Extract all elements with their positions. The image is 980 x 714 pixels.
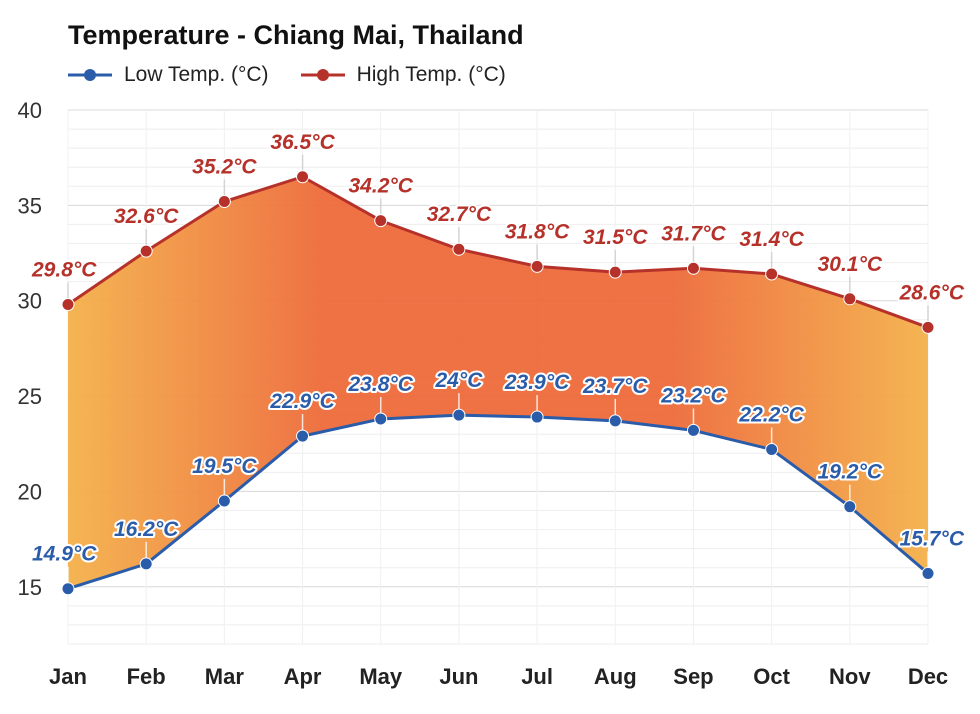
data-label-low: 24°C: [434, 369, 483, 392]
data-label-low: 23.9°C: [504, 371, 570, 394]
data-point-high[interactable]: [686, 261, 700, 275]
legend-swatch-high: [300, 69, 345, 81]
data-label-high: 31.7°C: [661, 222, 726, 245]
x-tick-label: Jul: [521, 664, 553, 689]
data-point-high[interactable]: [765, 267, 779, 281]
legend-label-low: Low Temp. (°C): [124, 63, 269, 86]
data-label-low: 22.9°C: [269, 390, 335, 413]
y-tick-label: 30: [18, 289, 42, 314]
legend-label-high: High Temp. (°C): [356, 63, 506, 86]
y-tick-label: 20: [18, 479, 42, 504]
data-point-low[interactable]: [296, 429, 310, 443]
data-label-low: 15.7°C: [900, 527, 965, 550]
series-line-low: [67, 413, 929, 591]
data-label-low: 23.8°C: [348, 373, 414, 396]
data-label-high: 28.6°C: [899, 281, 965, 304]
fill-between-area: [68, 176, 928, 589]
data-label-high: 34.2°C: [349, 175, 414, 198]
data-point-high[interactable]: [921, 320, 935, 334]
data-point-low[interactable]: [765, 442, 779, 456]
legend: Low Temp. (°C) High Temp. (°C): [68, 63, 538, 87]
chart-title: Temperature - Chiang Mai, Thailand: [68, 20, 524, 50]
series-line-high: [67, 175, 929, 329]
data-label-low: 22.2°C: [738, 403, 804, 426]
data-point-high[interactable]: [374, 214, 388, 228]
data-point-low[interactable]: [217, 494, 231, 508]
x-tick-label: Apr: [284, 664, 322, 689]
data-point-low[interactable]: [374, 412, 388, 426]
data-point-low[interactable]: [530, 410, 544, 424]
x-tick-label: May: [359, 664, 403, 689]
data-point-high[interactable]: [843, 292, 857, 306]
x-tick-label: Oct: [753, 664, 790, 689]
data-label-high: 30.1°C: [818, 253, 883, 276]
x-tick-label: Aug: [594, 664, 637, 689]
data-point-low[interactable]: [843, 500, 857, 514]
x-tick-label: Dec: [908, 664, 948, 689]
data-label-high: 32.6°C: [114, 205, 179, 228]
x-tick-label: Jan: [49, 664, 87, 689]
data-label-high: 31.8°C: [505, 220, 570, 243]
x-tick-label: Feb: [127, 664, 166, 689]
data-label-low: 19.5°C: [192, 455, 257, 478]
data-point-low[interactable]: [139, 557, 153, 571]
data-label-high: 29.8°C: [31, 259, 97, 282]
x-tick-label: Sep: [673, 664, 713, 689]
data-label-low: 23.2°C: [660, 384, 726, 407]
y-tick-label: 35: [18, 193, 42, 218]
data-label-high: 36.5°C: [270, 131, 335, 154]
data-label-high: 32.7°C: [427, 203, 492, 226]
y-tick-label: 25: [18, 384, 42, 409]
data-point-high[interactable]: [61, 298, 75, 312]
data-point-low[interactable]: [61, 582, 75, 596]
data-point-low[interactable]: [921, 566, 935, 580]
data-point-high[interactable]: [139, 244, 153, 258]
x-tick-label: Nov: [829, 664, 871, 689]
data-point-high[interactable]: [217, 195, 231, 209]
data-label-high: 35.2°C: [192, 156, 257, 179]
data-point-low[interactable]: [452, 408, 466, 422]
y-tick-label: 15: [18, 575, 42, 600]
data-point-high[interactable]: [296, 170, 310, 184]
data-point-low[interactable]: [608, 414, 622, 428]
data-label-high: 31.5°C: [583, 226, 648, 249]
data-label-low: 16.2°C: [114, 518, 179, 541]
data-point-high[interactable]: [530, 259, 544, 273]
legend-item-low[interactable]: Low Temp. (°C): [68, 63, 269, 87]
data-point-high[interactable]: [452, 242, 466, 256]
data-label-low: 14.9°C: [32, 543, 97, 566]
legend-item-high[interactable]: High Temp. (°C): [300, 63, 506, 87]
legend-swatch-low: [68, 69, 112, 81]
data-label-low: 23.7°C: [582, 375, 648, 398]
data-label-low: 19.2°C: [818, 461, 883, 484]
x-tick-label: Jun: [439, 664, 478, 689]
x-tick-label: Mar: [205, 664, 245, 689]
data-point-low[interactable]: [686, 423, 700, 437]
data-point-high[interactable]: [608, 265, 622, 279]
data-label-high: 31.4°C: [739, 228, 804, 251]
y-tick-label: 40: [18, 98, 42, 123]
